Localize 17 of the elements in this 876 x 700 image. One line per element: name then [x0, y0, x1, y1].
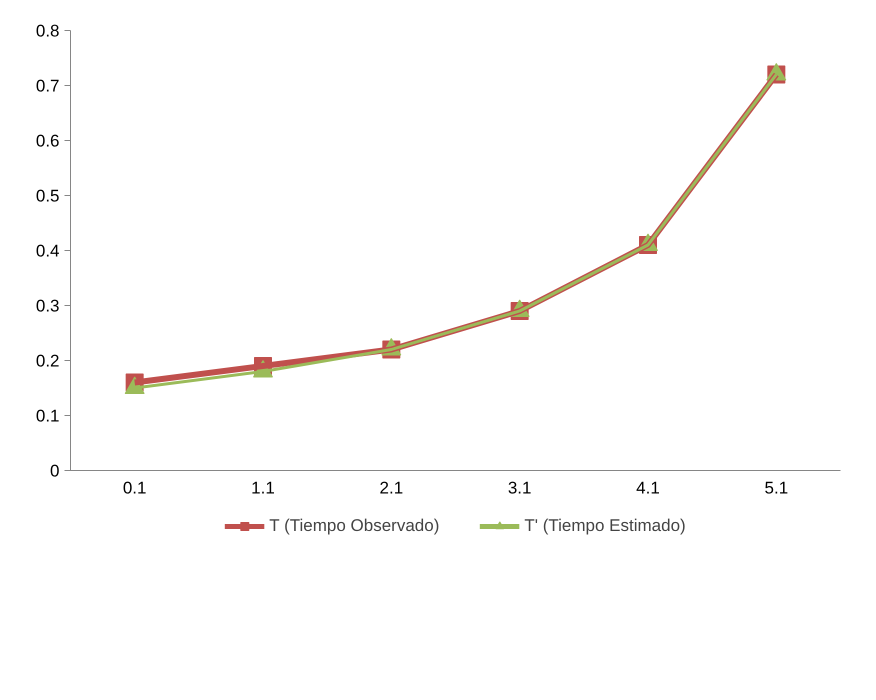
- x-tick-label: 2.1: [380, 478, 404, 498]
- y-tick-label: 0.1: [36, 406, 60, 426]
- y-tick-label: 0.2: [36, 352, 60, 370]
- y-tick-label: 0.6: [36, 132, 60, 150]
- y-tick-label: 0.7: [36, 76, 60, 96]
- x-tick-label: 4.1: [636, 478, 660, 498]
- x-tick-label: 3.1: [508, 478, 532, 498]
- x-tick-label: 5.1: [764, 478, 788, 498]
- y-tick-label: 0.3: [36, 296, 60, 316]
- y-tick-label: 0.8: [36, 22, 60, 40]
- x-tick-label: 1.1: [251, 478, 275, 498]
- y-tick-label: 0.4: [36, 242, 60, 260]
- legend-label: T' (Tiempo Estimado): [524, 516, 686, 536]
- y-tick-label: 0: [50, 462, 60, 480]
- y-tick-label: 0.5: [36, 186, 60, 206]
- legend-label: T (Tiempo Observado): [269, 516, 440, 536]
- x-tick-label: 0.1: [122, 478, 146, 498]
